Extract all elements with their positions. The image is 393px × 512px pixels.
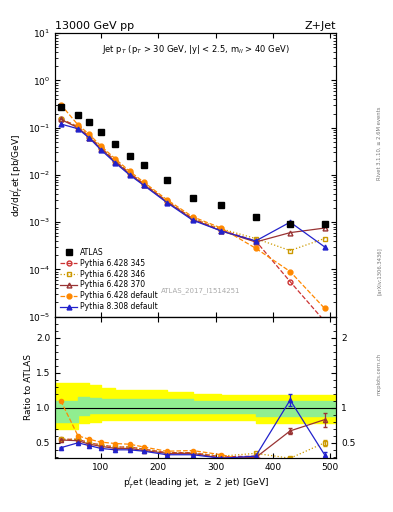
Pythia 6.428 346 xyxy=(59,116,63,122)
Pythia 6.428 345 xyxy=(113,158,118,164)
Pythia 8.308 default xyxy=(322,244,327,250)
Legend: ATLAS, Pythia 6.428 345, Pythia 6.428 346, Pythia 6.428 370, Pythia 6.428 defaul: ATLAS, Pythia 6.428 345, Pythia 6.428 34… xyxy=(59,246,160,313)
Pythia 8.308 default xyxy=(288,219,292,225)
Pythia 6.428 345 xyxy=(141,181,146,187)
Pythia 6.428 346 xyxy=(99,144,103,151)
Pythia 8.308 default xyxy=(190,217,195,223)
Pythia 6.428 345 xyxy=(59,116,63,122)
ATLAS xyxy=(99,129,103,135)
Text: [arXiv:1306.3436]: [arXiv:1306.3436] xyxy=(377,247,382,295)
Pythia 6.428 default xyxy=(288,268,292,274)
ATLAS xyxy=(288,221,292,227)
Text: ATLAS_2017_I1514251: ATLAS_2017_I1514251 xyxy=(162,287,241,294)
Pythia 8.308 default xyxy=(113,160,118,166)
ATLAS xyxy=(127,153,132,159)
Pythia 6.428 370 xyxy=(141,182,146,188)
ATLAS xyxy=(253,214,258,220)
ATLAS xyxy=(113,141,118,147)
Line: Pythia 6.428 default: Pythia 6.428 default xyxy=(58,102,327,311)
Pythia 6.428 345 xyxy=(87,134,92,140)
Pythia 8.308 default xyxy=(253,238,258,244)
Pythia 6.428 345 xyxy=(99,144,103,151)
Pythia 8.308 default xyxy=(165,200,169,206)
X-axis label: p$_T^{j}$et (leading jet, $\geq$ 2 jet) [GeV]: p$_T^{j}$et (leading jet, $\geq$ 2 jet) … xyxy=(123,475,268,491)
Text: Z+Jet: Z+Jet xyxy=(305,21,336,31)
Pythia 6.428 345 xyxy=(322,318,327,324)
Pythia 6.428 370 xyxy=(99,145,103,152)
Pythia 6.428 default xyxy=(190,214,195,220)
Pythia 6.428 default xyxy=(165,197,169,203)
Line: Pythia 8.308 default: Pythia 8.308 default xyxy=(58,121,327,249)
Pythia 8.308 default xyxy=(127,172,132,178)
Pythia 6.428 370 xyxy=(322,225,327,231)
Text: mcplots.cern.ch: mcplots.cern.ch xyxy=(377,353,382,395)
Pythia 6.428 346 xyxy=(253,236,258,242)
Pythia 6.428 370 xyxy=(190,216,195,222)
Pythia 6.428 370 xyxy=(288,229,292,236)
Pythia 6.428 370 xyxy=(127,171,132,177)
ATLAS xyxy=(165,177,169,183)
Pythia 6.428 346 xyxy=(288,247,292,253)
Pythia 6.428 370 xyxy=(75,124,80,131)
Text: 13000 GeV pp: 13000 GeV pp xyxy=(55,21,134,31)
Pythia 6.428 346 xyxy=(190,216,195,222)
Pythia 6.428 346 xyxy=(113,158,118,164)
Pythia 6.428 345 xyxy=(190,216,195,222)
Pythia 6.428 345 xyxy=(288,279,292,285)
Line: Pythia 6.428 346: Pythia 6.428 346 xyxy=(58,116,327,253)
Pythia 8.308 default xyxy=(99,147,103,153)
Pythia 6.428 default xyxy=(59,101,63,108)
ATLAS xyxy=(59,103,63,110)
Pythia 6.428 370 xyxy=(113,159,118,165)
Pythia 8.308 default xyxy=(141,182,146,188)
Pythia 6.428 370 xyxy=(253,239,258,245)
Pythia 6.428 345 xyxy=(75,123,80,130)
Pythia 6.428 346 xyxy=(219,226,224,232)
Line: Pythia 6.428 370: Pythia 6.428 370 xyxy=(58,117,327,244)
Pythia 8.308 default xyxy=(59,121,63,127)
Pythia 6.428 default xyxy=(113,156,118,162)
Pythia 8.308 default xyxy=(87,135,92,141)
ATLAS xyxy=(141,162,146,168)
Pythia 6.428 346 xyxy=(87,134,92,140)
ATLAS xyxy=(190,195,195,201)
Pythia 6.428 default xyxy=(253,245,258,251)
ATLAS xyxy=(87,119,92,125)
ATLAS xyxy=(219,202,224,208)
Pythia 6.428 370 xyxy=(165,199,169,205)
Pythia 6.428 345 xyxy=(165,198,169,204)
Y-axis label: d$\sigma$/dp$_T^{j}$et [pb/GeV]: d$\sigma$/dp$_T^{j}$et [pb/GeV] xyxy=(9,133,25,217)
Text: Jet p$_T$ (p$_T$ > 30 GeV, |y| < 2.5, m$_{ll}$ > 40 GeV): Jet p$_T$ (p$_T$ > 30 GeV, |y| < 2.5, m$… xyxy=(102,43,289,56)
Pythia 6.428 346 xyxy=(75,123,80,130)
Pythia 6.428 345 xyxy=(127,170,132,176)
Pythia 6.428 default xyxy=(99,143,103,149)
Pythia 6.428 346 xyxy=(322,236,327,242)
Pythia 6.428 default xyxy=(141,179,146,185)
Y-axis label: Ratio to ATLAS: Ratio to ATLAS xyxy=(24,354,33,420)
Pythia 8.308 default xyxy=(219,228,224,234)
Line: ATLAS: ATLAS xyxy=(58,103,328,227)
Pythia 6.428 345 xyxy=(219,227,224,233)
Pythia 6.428 default xyxy=(219,225,224,231)
Pythia 6.428 345 xyxy=(253,238,258,244)
Pythia 6.428 346 xyxy=(127,170,132,176)
Pythia 6.428 346 xyxy=(141,181,146,187)
Pythia 6.428 default xyxy=(127,168,132,174)
Text: Rivet 3.1.10, ≥ 2.6M events: Rivet 3.1.10, ≥ 2.6M events xyxy=(377,106,382,180)
Pythia 6.428 default xyxy=(87,132,92,138)
Pythia 6.428 default xyxy=(75,122,80,128)
Pythia 6.428 346 xyxy=(165,198,169,204)
Pythia 6.428 370 xyxy=(219,228,224,234)
ATLAS xyxy=(75,112,80,118)
Pythia 6.428 370 xyxy=(59,116,63,122)
Pythia 6.428 default xyxy=(322,305,327,311)
Pythia 6.428 370 xyxy=(87,135,92,141)
Pythia 8.308 default xyxy=(75,125,80,132)
ATLAS xyxy=(322,221,327,227)
Line: Pythia 6.428 345: Pythia 6.428 345 xyxy=(58,116,327,324)
